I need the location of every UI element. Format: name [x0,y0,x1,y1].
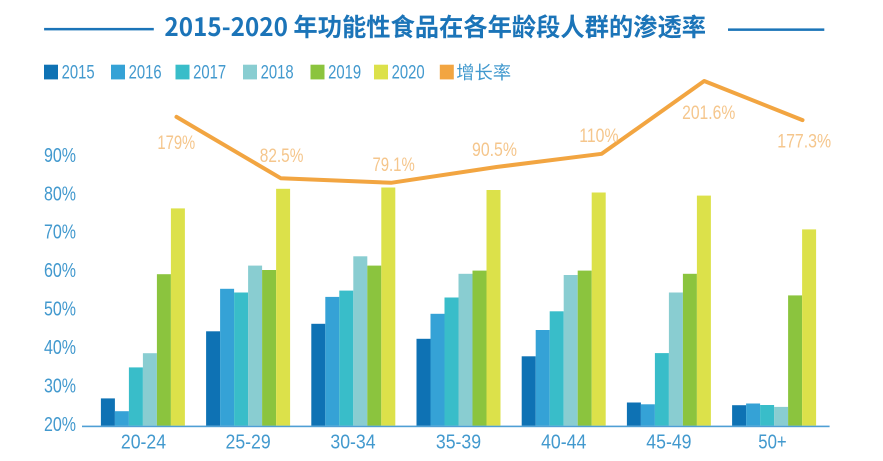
svg-text:90.5%: 90.5% [472,140,517,161]
svg-text:82.5%: 82.5% [260,146,304,167]
svg-text:25-29: 25-29 [226,432,271,454]
svg-text:30%: 30% [44,376,76,398]
svg-text:40-44: 40-44 [541,432,586,454]
svg-text:79.1%: 79.1% [372,155,414,176]
svg-text:2018: 2018 [261,62,294,83]
svg-text:70%: 70% [44,222,76,244]
svg-text:45-49: 45-49 [646,432,691,454]
svg-text:201.6%: 201.6% [682,103,735,124]
svg-text:80%: 80% [44,183,76,205]
svg-text:2017: 2017 [193,62,226,83]
svg-text:60%: 60% [44,260,76,282]
svg-text:2015: 2015 [62,62,95,83]
svg-text:50+: 50+ [758,432,786,454]
svg-text:110%: 110% [579,126,618,147]
svg-text:177.3%: 177.3% [777,132,831,153]
svg-text:50%: 50% [44,299,76,321]
svg-text:2020: 2020 [392,62,425,83]
svg-text:20%: 20% [44,414,76,436]
svg-text:20-24: 20-24 [121,432,166,454]
svg-text:30-34: 30-34 [330,432,375,454]
svg-text:35-39: 35-39 [436,432,481,454]
svg-text:179%: 179% [157,133,195,154]
svg-text:40%: 40% [44,337,76,359]
svg-text:2016: 2016 [129,62,162,83]
svg-text:2019: 2019 [328,62,361,83]
svg-text:90%: 90% [44,145,76,167]
